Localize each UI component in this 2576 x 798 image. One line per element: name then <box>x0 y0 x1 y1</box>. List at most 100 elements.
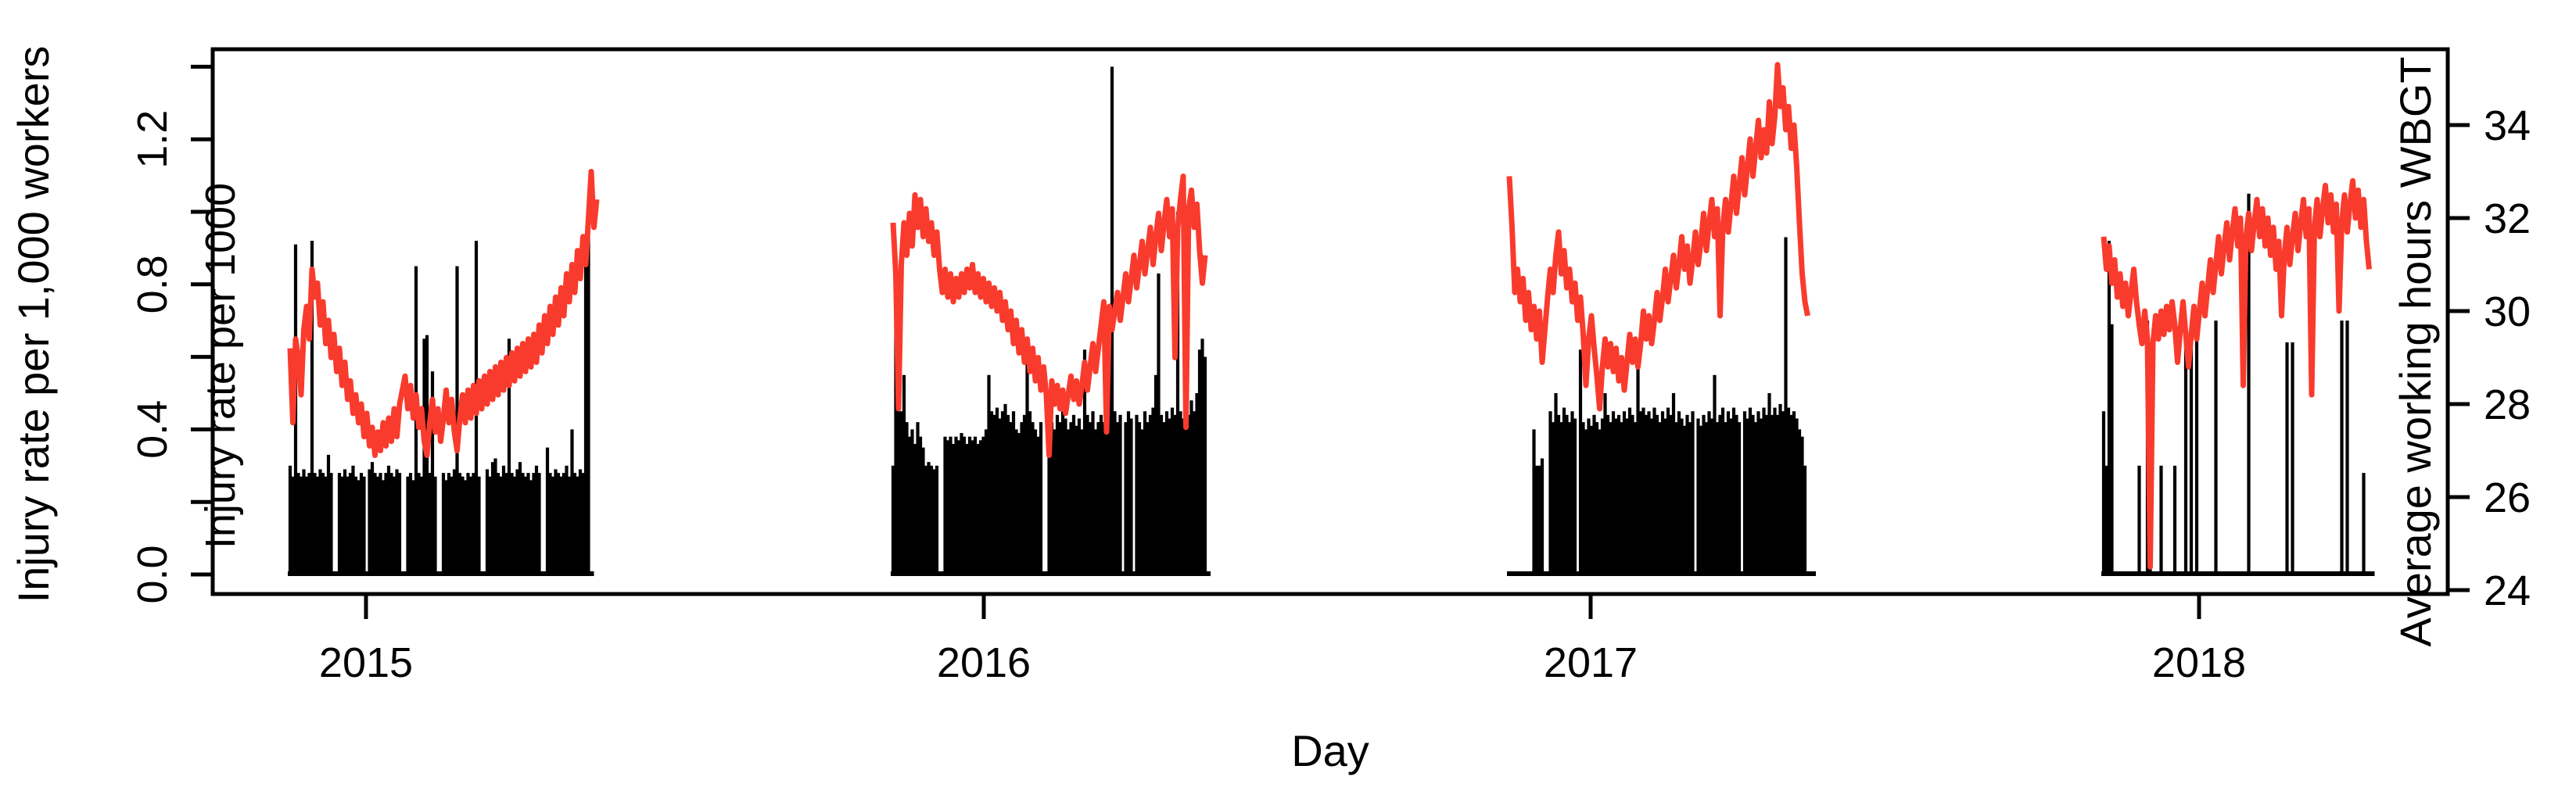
plot-border <box>210 47 2450 596</box>
injury-rate-bar <box>1197 349 1202 574</box>
injury-rate-bar <box>1168 418 1171 574</box>
injury-rate-bar <box>1633 422 1638 574</box>
injury-rate-bar <box>1036 436 1040 574</box>
injury-rate-bar <box>1735 414 1738 574</box>
injury-rate-bar <box>1028 411 1032 574</box>
injury-rate-bar <box>902 374 906 574</box>
injury-rate-bar <box>1039 422 1043 574</box>
injury-rate-bar <box>406 476 410 574</box>
left-tick-label: 0.4 <box>129 400 176 459</box>
inner-left-axis-title: Injury rate per 1000 <box>197 183 244 549</box>
injury-rate-bar <box>321 473 325 574</box>
injury-rate-bar <box>927 462 931 574</box>
injury-rate-bar <box>2101 411 2106 574</box>
x-axis-title: Day <box>1291 726 1369 775</box>
injury-rate-bar <box>1053 429 1057 574</box>
injury-rate-bar <box>2214 320 2218 574</box>
injury-rate-bar <box>1660 411 1665 574</box>
injury-rate-bar <box>1663 418 1667 574</box>
injury-rate-bar <box>995 407 999 574</box>
injury-rate-bar <box>1534 465 1539 574</box>
injury-rate-bar <box>1770 414 1774 574</box>
injury-rate-bar <box>545 447 550 574</box>
injury-rate-bar <box>1080 429 1084 574</box>
injury-rate-bar <box>501 465 506 574</box>
injury-rate-bar <box>534 465 539 574</box>
injury-rate-bar <box>1631 414 1634 574</box>
injury-rate-bar <box>2189 335 2194 574</box>
injury-rate-bar <box>1704 422 1709 574</box>
injury-rate-bar <box>960 433 963 574</box>
injury-rate-bar <box>1677 411 1681 574</box>
injury-rate-bar <box>1162 422 1166 574</box>
injury-rate-bar <box>375 476 380 574</box>
injury-rate-bar <box>2172 465 2177 574</box>
injury-rate-bar <box>452 469 457 574</box>
injury-rate-bar <box>1179 411 1182 574</box>
injury-rate-bar <box>299 476 303 574</box>
injury-rate-bar <box>1726 411 1731 574</box>
injury-rate-bar <box>998 418 1002 574</box>
injury-rate-bar <box>1014 429 1018 574</box>
injury-rate-bar <box>422 338 426 574</box>
injury-rate-bar <box>1573 418 1577 574</box>
injury-rate-bar <box>548 473 552 574</box>
injury-rate-bar <box>1195 393 1199 574</box>
injury-rate-bar <box>1797 429 1802 574</box>
injury-rate-bar <box>1611 411 1616 574</box>
injury-rate-bar <box>2107 241 2111 574</box>
injury-rate-bar <box>1581 422 1585 574</box>
injury-rate-bar <box>970 440 974 574</box>
plot-frame <box>210 47 2450 596</box>
injury-rate-bar <box>472 473 475 574</box>
injury-rate-bar <box>1556 414 1561 574</box>
injury-rate-bar <box>576 476 579 574</box>
injury-rate-bar <box>951 443 956 574</box>
right-tick-label: 30 <box>2484 288 2531 335</box>
injury-rate-bar <box>907 436 912 574</box>
injury-rate-bar <box>891 465 895 574</box>
injury-rate-bar <box>362 476 366 574</box>
injury-rate-bar <box>1049 422 1054 574</box>
injury-rate-bar <box>326 454 331 574</box>
wbgt-line <box>890 174 1208 458</box>
injury-rate-bar <box>894 266 898 574</box>
injury-rate-bar <box>411 480 415 574</box>
injury-rate-bar <box>1622 411 1627 574</box>
injury-rate-bar <box>1031 422 1035 574</box>
injury-rate-bar <box>1151 407 1155 574</box>
injury-rate-bar <box>1551 422 1555 574</box>
injury-rate-bar <box>978 440 983 574</box>
injury-rate-bar <box>1803 465 1807 574</box>
x-tick-label: 2017 <box>1544 639 1638 686</box>
injury-rate-bar <box>1649 418 1654 574</box>
injury-rate-bar <box>518 462 522 574</box>
injury-rate-bar <box>1113 411 1117 574</box>
injury-rate-bar <box>1584 429 1588 574</box>
injury-rate-bar <box>578 469 583 574</box>
injury-rate-bar <box>1115 422 1120 574</box>
right-axis: 24 26 28 30 32 34 <box>2448 102 2531 614</box>
x-tick-label: 2016 <box>937 639 1031 686</box>
injury-rate-bar <box>1003 403 1007 574</box>
injury-rate-bar <box>1033 429 1038 574</box>
injury-rate-bar <box>348 473 353 574</box>
injury-rate-bar <box>461 476 465 574</box>
injury-rate-bar <box>1682 425 1687 574</box>
injury-rate-bar <box>1587 418 1591 574</box>
injury-rate-bar <box>1071 414 1076 574</box>
injury-rate-bar <box>1724 422 1727 574</box>
injury-rate-bar <box>1647 411 1651 574</box>
injury-rate-bar <box>1702 414 1706 574</box>
season-baseline <box>2101 571 2375 576</box>
injury-rate-bar <box>1184 407 1188 574</box>
injury-rate-bar <box>304 476 309 574</box>
injury-rate-bar <box>504 473 508 574</box>
injury-rate-bar <box>1759 418 1763 574</box>
injury-rate-bar <box>2285 342 2289 574</box>
injury-rate-bar <box>1537 465 1541 574</box>
injury-rate-bar <box>1748 407 1753 574</box>
injury-rate-bar <box>984 429 988 574</box>
injury-rate-bar <box>905 422 909 574</box>
